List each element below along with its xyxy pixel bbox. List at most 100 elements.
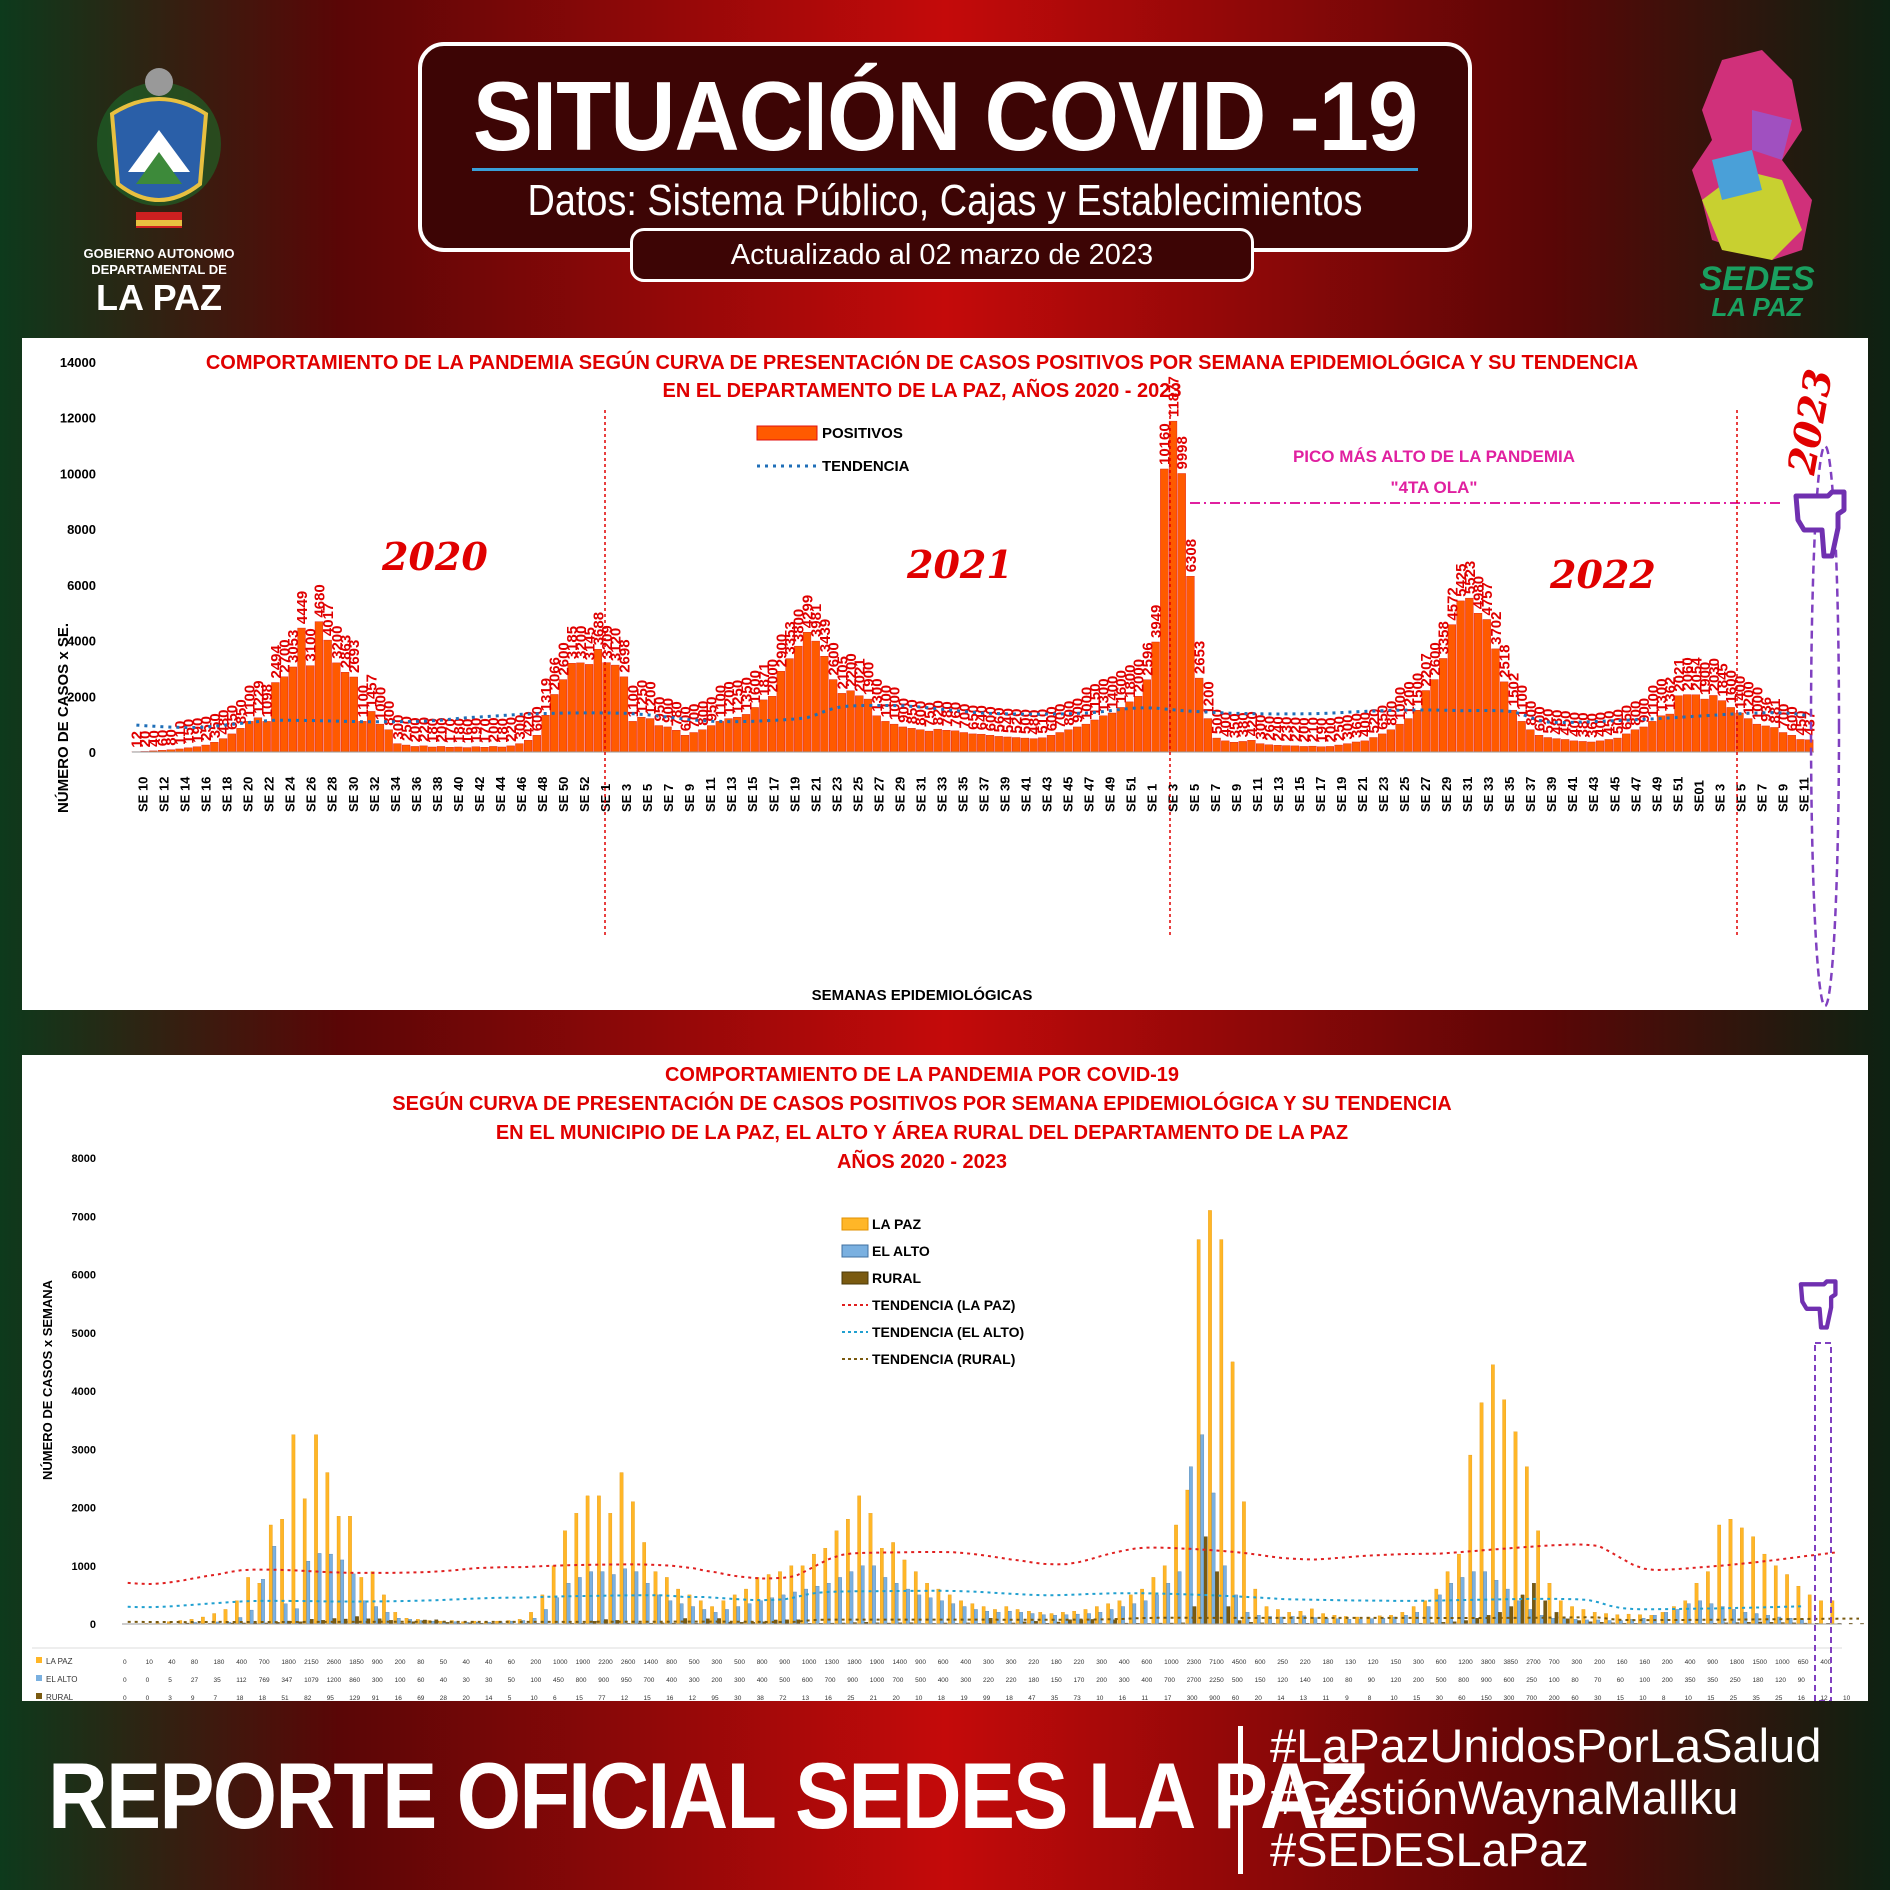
chart2-bar-la-paz xyxy=(1242,1501,1246,1625)
chart1-data-label: 400 xyxy=(1593,712,1610,737)
chart2-bar-la-paz xyxy=(1128,1594,1133,1625)
chart2-table-cell: 77 xyxy=(598,1695,606,1701)
chart1-x-tick-label: SE 19 xyxy=(1334,777,1349,812)
chart2-table-cell: 5 xyxy=(508,1695,512,1701)
chart1-bar xyxy=(1029,738,1038,753)
chart2-table-cell: 28 xyxy=(440,1695,448,1701)
chart2-table-cell: 12 xyxy=(621,1695,629,1701)
chart2-table-cell: 400 xyxy=(1685,1659,1696,1666)
chart2-table-cell: 11 xyxy=(1323,1695,1330,1701)
chart2-bar-el-alto xyxy=(1075,1613,1080,1625)
chart2-table-cell: 16 xyxy=(825,1695,833,1701)
chart1-data-label: 1300 xyxy=(1096,678,1113,711)
chart1-x-tick-label: SE 43 xyxy=(1586,777,1601,812)
chart1-x-tick-label: SE 9 xyxy=(1776,784,1791,812)
chart2-bar-la-paz xyxy=(1004,1606,1009,1625)
chart1-x-tick-label: SE 5 xyxy=(1733,784,1748,812)
chart1-x-tick-label: SE 29 xyxy=(1439,777,1454,812)
chart2-table-cell: 600 xyxy=(1436,1659,1447,1666)
chart2-table-cell: 650 xyxy=(1798,1659,1809,1666)
chart1-bar xyxy=(1561,739,1570,753)
chart2-bar-la-paz xyxy=(1558,1600,1563,1625)
chart2-legend-label-0: LA PAZ xyxy=(872,1216,921,1232)
chart2-table-cell: 5 xyxy=(168,1677,172,1684)
chart1-y-tick-4: 8000 xyxy=(67,522,96,537)
chart2-bar-el-alto xyxy=(396,1618,401,1625)
chart1-data-label: 1100 xyxy=(355,685,372,718)
chart2-bar-el-alto xyxy=(872,1565,876,1625)
chart2-bar-la-paz xyxy=(1310,1608,1314,1625)
chart1-bar xyxy=(1020,737,1029,753)
chart1-data-label: 850 xyxy=(904,699,921,724)
chart1-bar xyxy=(1595,740,1605,753)
chart1-x-tick-label: SE 5 xyxy=(1187,784,1202,812)
chart1-trend-line xyxy=(136,704,1810,730)
chart2-table-cell: 1000 xyxy=(802,1659,817,1666)
chart1-bar xyxy=(951,730,960,753)
chart1-bar xyxy=(454,746,463,753)
chart1-data-label: 2060 xyxy=(1680,657,1697,690)
chart1-data-label: 800 xyxy=(381,701,398,726)
chart2-table-cell: 100 xyxy=(1549,1677,1560,1684)
chart1-bar xyxy=(1378,733,1387,753)
chart1-bar xyxy=(750,707,759,753)
update-date: Actualizado al 02 marzo de 2023 xyxy=(630,228,1254,282)
chart2-table-cell: 11 xyxy=(1141,1695,1148,1701)
chart2-table-cell: 80 xyxy=(417,1659,425,1666)
chart1-data-label: 400 xyxy=(1357,712,1374,737)
chart1-data-label: 180 xyxy=(494,718,511,743)
chart1-x-tick-label: SE 21 xyxy=(1355,777,1370,812)
chart1-data-label: 760 xyxy=(948,702,965,727)
chart1-y-tick-0: 0 xyxy=(89,745,96,760)
chart1-bar xyxy=(1456,600,1465,753)
chart2-table-cell: 10 xyxy=(146,1659,154,1666)
chart1-data-label: 2600 xyxy=(826,642,843,675)
chart2-table-cell: 100 xyxy=(1639,1677,1650,1684)
chart2-bar-la-paz xyxy=(925,1583,929,1625)
chart2-table-cell: 160 xyxy=(1617,1659,1628,1666)
chart1-x-tick-label: SE 24 xyxy=(283,776,298,812)
chart1-bar xyxy=(1064,729,1073,753)
chart1-data-label: 2000 xyxy=(1131,659,1148,692)
chart2-table-cell: 200 xyxy=(711,1677,722,1684)
chart1-data-label: 2494 xyxy=(268,644,285,678)
chart2-table-cell: 30 xyxy=(734,1695,742,1701)
chart1-x-tick-label: SE 3 xyxy=(1712,784,1727,812)
chart2-bar-el-alto xyxy=(838,1577,842,1625)
chart1-bar xyxy=(1282,745,1291,753)
chart2-bar-la-paz xyxy=(336,1516,341,1625)
chart2-table-cell: 400 xyxy=(938,1677,949,1684)
chart1-data-label: 3949 xyxy=(1148,605,1165,638)
chart2-bar-el-alto xyxy=(1189,1466,1193,1625)
chart2-y-tick-5: 5000 xyxy=(72,1328,96,1340)
chart2-bar-la-paz xyxy=(1796,1585,1801,1625)
chart2-legend-label-2: RURAL xyxy=(872,1270,921,1286)
chart2-table-cell: 0 xyxy=(123,1677,127,1684)
chart2-bar-la-paz xyxy=(766,1574,771,1625)
chart1-bar xyxy=(1656,715,1666,753)
chart1-data-label: 3981 xyxy=(808,604,825,637)
chart2-bar-el-alto xyxy=(1121,1606,1125,1625)
chart2-bar-la-paz xyxy=(1230,1361,1235,1625)
chart2-table-cell: 130 xyxy=(1345,1659,1356,1666)
chart1-data-label: 60 xyxy=(155,730,172,747)
chart1-bar xyxy=(1395,723,1404,753)
chart2-bar-el-alto xyxy=(725,1609,729,1625)
chart2-table-cell: 120 xyxy=(1277,1677,1288,1684)
chart2-bar-la-paz xyxy=(1321,1613,1325,1625)
chart2-bar-la-paz xyxy=(1762,1553,1767,1625)
chart2-bar-la-paz xyxy=(1038,1612,1043,1625)
chart2-table-cell: 2700 xyxy=(1187,1677,1202,1684)
chart1-bar xyxy=(1587,741,1596,753)
chart2-table-cell: 400 xyxy=(757,1677,768,1684)
chart1-y-tick-7: 14000 xyxy=(60,355,96,370)
chart1-bar xyxy=(1622,733,1631,753)
chart1-data-label: 190 xyxy=(468,718,485,743)
chart1-bar xyxy=(1369,737,1378,753)
chart2-bar-el-alto xyxy=(1336,1618,1340,1625)
chart1-bar xyxy=(1081,723,1090,753)
chart1-bar xyxy=(1639,726,1648,753)
chart1-bar xyxy=(1543,737,1552,753)
chart2-bar-la-paz xyxy=(1717,1524,1722,1625)
chart2-table-cell: 900 xyxy=(1707,1659,1718,1666)
